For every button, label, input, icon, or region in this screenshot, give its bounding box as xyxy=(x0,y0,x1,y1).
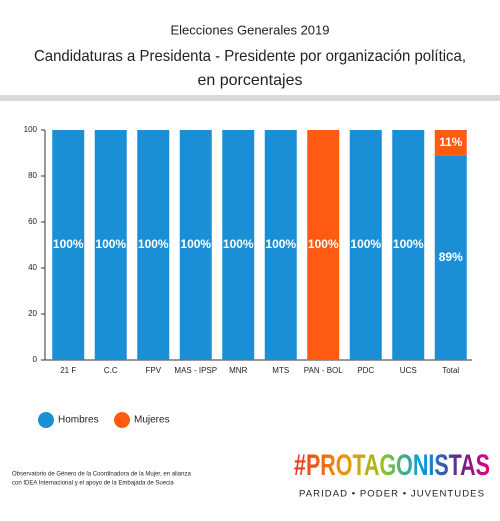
value-label: 100% xyxy=(223,237,254,251)
bar-segment xyxy=(179,130,212,360)
bar-segment xyxy=(222,130,255,360)
value-label: 100% xyxy=(180,237,211,251)
x-tick-label: 21 F xyxy=(60,366,76,375)
value-label: 11% xyxy=(439,135,463,149)
logo: #PROTAGONISTAS xyxy=(294,449,490,482)
value-label: 100% xyxy=(393,237,424,251)
x-tick-label: MTS xyxy=(272,366,289,375)
y-tick-label: 40 xyxy=(28,263,37,272)
value-label: 100% xyxy=(265,237,296,251)
bar-segment xyxy=(264,130,297,360)
divider xyxy=(0,95,500,101)
value-label: 89% xyxy=(439,250,463,264)
tagline: PARIDAD • PODER • JUVENTUDES xyxy=(299,488,485,498)
x-tick-label: UCS xyxy=(400,366,417,375)
value-label: 100% xyxy=(308,237,339,251)
bar-segment xyxy=(349,130,382,360)
y-tick-label: 80 xyxy=(28,171,37,180)
value-label: 100% xyxy=(350,237,381,251)
bar-segment xyxy=(434,155,467,360)
bar-segment xyxy=(392,130,425,360)
legend-label: Hombres xyxy=(58,415,99,426)
chart-title: en porcentajes xyxy=(198,72,303,89)
footer-note: con IDEA Internacional y el apoyo de la … xyxy=(12,481,174,487)
bar-segment xyxy=(52,130,85,360)
bar-segment xyxy=(94,130,127,360)
legend-label: Mujeres xyxy=(134,415,170,426)
x-tick-label: PDC xyxy=(357,366,374,375)
x-tick-label: FPV xyxy=(145,366,161,375)
subtitle: Elecciones Generales 2019 xyxy=(171,22,330,37)
x-tick-label: C.C xyxy=(104,366,118,375)
value-label: 100% xyxy=(53,237,84,251)
y-tick-label: 20 xyxy=(28,309,37,318)
legend-swatch xyxy=(38,412,54,428)
y-tick-label: 60 xyxy=(28,217,37,226)
value-label: 100% xyxy=(138,237,169,251)
chart-title: Candidaturas a Presidenta - Presidente p… xyxy=(34,48,466,65)
value-label: 100% xyxy=(95,237,126,251)
footer-note: Observatorio de Género de la Coordinador… xyxy=(12,472,191,478)
x-tick-label: MAS - IPSP xyxy=(174,366,217,375)
x-tick-label: MNR xyxy=(229,366,247,375)
bar-segment xyxy=(307,130,340,360)
bar-segment xyxy=(137,130,170,360)
bar-segment xyxy=(434,130,467,156)
y-tick-label: 100 xyxy=(24,125,38,134)
legend-swatch xyxy=(114,412,130,428)
x-tick-label: PAN - BOL xyxy=(304,366,344,375)
y-tick-label: 0 xyxy=(33,355,38,364)
x-tick-label: Total xyxy=(442,366,459,375)
